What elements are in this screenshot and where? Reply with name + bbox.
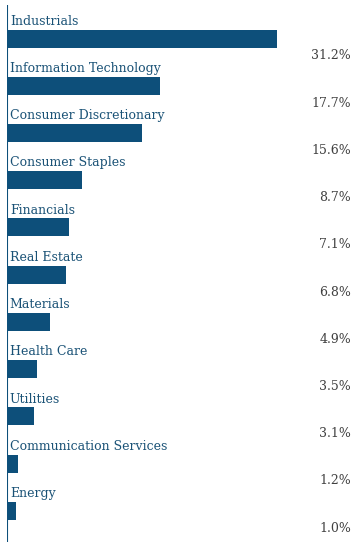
- Text: Utilities: Utilities: [10, 393, 60, 405]
- Text: 31.2%: 31.2%: [311, 49, 351, 62]
- Bar: [7, 502, 16, 520]
- Text: 3.5%: 3.5%: [319, 380, 351, 393]
- Text: 17.7%: 17.7%: [311, 97, 351, 109]
- Text: Communication Services: Communication Services: [10, 440, 167, 453]
- Text: Consumer Discretionary: Consumer Discretionary: [10, 109, 165, 122]
- Text: Materials: Materials: [10, 298, 71, 311]
- Text: Health Care: Health Care: [10, 345, 87, 358]
- Bar: [7, 360, 37, 378]
- Text: Real Estate: Real Estate: [10, 251, 82, 264]
- Text: Information Technology: Information Technology: [10, 62, 161, 75]
- Text: 1.0%: 1.0%: [319, 522, 351, 535]
- Bar: [7, 171, 82, 189]
- Text: 15.6%: 15.6%: [311, 144, 351, 157]
- Bar: [7, 408, 34, 426]
- Bar: [7, 77, 160, 95]
- Text: Consumer Staples: Consumer Staples: [10, 156, 125, 170]
- Text: 7.1%: 7.1%: [319, 238, 351, 251]
- Text: 8.7%: 8.7%: [319, 191, 351, 204]
- Bar: [7, 266, 66, 284]
- Text: 3.1%: 3.1%: [319, 427, 351, 440]
- Bar: [7, 313, 50, 331]
- Bar: [7, 124, 142, 142]
- Bar: [7, 455, 18, 473]
- Text: 6.8%: 6.8%: [319, 286, 351, 299]
- Bar: [7, 30, 277, 48]
- Bar: [7, 218, 68, 236]
- Text: 4.9%: 4.9%: [319, 333, 351, 346]
- Text: Energy: Energy: [10, 487, 55, 500]
- Text: Financials: Financials: [10, 203, 75, 217]
- Text: Industrials: Industrials: [10, 15, 78, 28]
- Text: 1.2%: 1.2%: [319, 474, 351, 487]
